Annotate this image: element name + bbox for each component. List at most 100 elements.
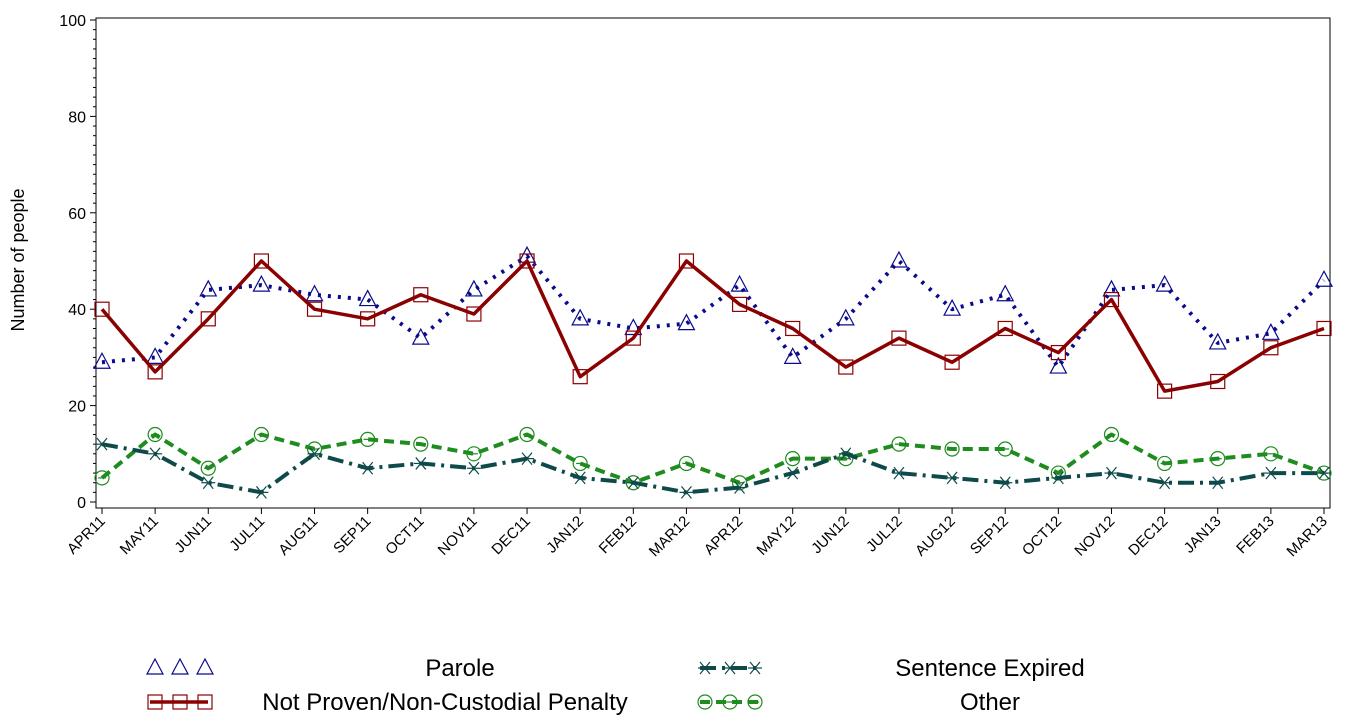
data-point: [1316, 320, 1332, 337]
data-point: [997, 441, 1013, 457]
data-point: [306, 301, 323, 317]
y-tick-label: 80: [68, 109, 86, 126]
data-point: [94, 301, 110, 317]
x-tick-label: MAY11: [117, 513, 162, 558]
y-tick-label: 40: [68, 302, 86, 319]
x-tick-label: DEC12: [1125, 513, 1171, 559]
x-tick-label: MAY12: [754, 513, 800, 559]
data-point: [148, 447, 163, 461]
x-tick-label: JUL11: [226, 513, 268, 555]
data-point: [678, 455, 695, 472]
data-point: [945, 471, 960, 485]
legend-marker: [723, 661, 737, 675]
data-point: [943, 298, 962, 316]
data-point: [307, 447, 322, 461]
data-point: [147, 364, 163, 380]
data-point: [413, 287, 429, 303]
x-tick-label: JUL12: [863, 513, 906, 556]
data-point: [944, 354, 960, 370]
data-point: [95, 437, 109, 451]
series-line: [100, 259, 1325, 393]
legend-label: Other: [960, 689, 1020, 716]
data-point: [358, 289, 377, 307]
data-point: [1157, 455, 1173, 472]
data-point: [1049, 356, 1068, 374]
x-tick-label: AUG12: [912, 513, 959, 560]
plot-frame: [95, 17, 1331, 509]
data-point: [572, 369, 588, 385]
data-point: [200, 460, 216, 476]
series-1: [94, 253, 1332, 399]
data-point: [305, 284, 324, 302]
data-point: [732, 481, 747, 494]
x-tick-label: SEP12: [967, 513, 1012, 558]
data-point: [997, 320, 1013, 337]
data-point: [891, 466, 906, 480]
data-point: [731, 296, 748, 312]
data-point: [466, 306, 482, 322]
data-point: [944, 441, 960, 457]
series-line: [100, 432, 1325, 485]
data-point: [1050, 465, 1066, 481]
data-point: [891, 436, 907, 452]
data-point: [519, 426, 535, 443]
data-point: [1157, 476, 1172, 490]
data-point: [360, 431, 376, 447]
data-point: [1317, 466, 1331, 480]
data-point: [785, 451, 801, 467]
data-point: [998, 476, 1013, 490]
data-point: [1102, 279, 1121, 297]
legend-label: Sentence Expired: [895, 655, 1084, 682]
data-point: [1104, 466, 1119, 480]
series-0: [93, 245, 1333, 374]
series-2: [95, 437, 1331, 499]
data-point: [413, 457, 428, 470]
data-point: [677, 313, 696, 331]
data-point: [254, 485, 269, 499]
legend-marker: [147, 694, 163, 710]
data-point: [573, 471, 588, 485]
data-point: [1210, 451, 1226, 467]
data-point: [1155, 274, 1174, 292]
legend-marker: [697, 694, 713, 710]
y-tick-label: 0: [77, 495, 86, 512]
data-point: [413, 436, 429, 452]
legend-marker: [171, 657, 189, 675]
data-point: [464, 279, 483, 297]
series-line: [101, 254, 1326, 370]
data-point: [147, 426, 163, 443]
x-tick-label: JUN12: [808, 513, 852, 557]
data-point: [1050, 344, 1066, 361]
data-point: [520, 452, 535, 466]
legend: Parole Sentence Expired Not Proven/Non-Cus…: [146, 655, 1085, 716]
data-point: [731, 475, 748, 491]
data-point: [679, 485, 694, 499]
data-point: [838, 451, 854, 467]
y-tick-label: 100: [59, 13, 86, 30]
x-tick-label: APR11: [64, 513, 109, 558]
legend-item: Parole: [146, 655, 495, 682]
data-point: [996, 284, 1015, 302]
data-point: [94, 470, 110, 486]
x-tick-label: JUN11: [171, 513, 215, 557]
x-tick-label: DEC11: [488, 513, 533, 558]
data-point: [626, 476, 641, 490]
x-tick-label: AUG11: [275, 513, 321, 559]
data-point: [253, 426, 269, 443]
y-tick-label: 60: [68, 206, 86, 223]
legend-item: Sentence Expired: [698, 655, 1085, 682]
y-tick-label: 20: [68, 399, 86, 416]
legend-label: Not Proven/Non-Custodial Penalty: [262, 689, 628, 716]
data-point: [571, 308, 590, 326]
data-point: [1263, 446, 1279, 462]
legend-marker: [172, 694, 188, 710]
legend-marker: [722, 694, 738, 710]
data-point: [93, 351, 111, 369]
x-tick-label: FEB12: [596, 513, 640, 557]
data-point: [199, 279, 218, 297]
data-point: [1103, 291, 1120, 308]
data-point: [411, 327, 430, 345]
x-tick-label: NOV11: [435, 513, 481, 559]
